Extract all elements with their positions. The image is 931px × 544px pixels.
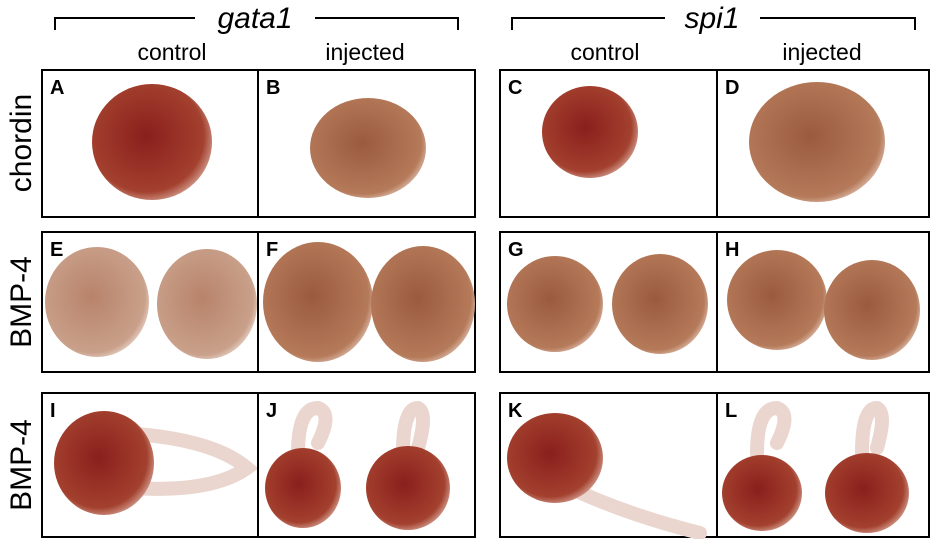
panel-letter: C bbox=[508, 77, 522, 99]
column-label: injected bbox=[325, 39, 404, 65]
row-label: BMP-4 bbox=[5, 256, 38, 348]
panel: E bbox=[41, 231, 259, 373]
panel-letter: I bbox=[50, 400, 56, 422]
row-label: chordin bbox=[5, 94, 38, 192]
embryo bbox=[310, 98, 426, 198]
embryo-tail bbox=[115, 426, 259, 496]
embryo bbox=[824, 260, 920, 360]
brackets bbox=[54, 17, 916, 30]
embryo bbox=[507, 413, 603, 503]
embryo bbox=[45, 247, 149, 357]
embryo bbox=[542, 86, 638, 178]
row-label: BMP-4 bbox=[5, 419, 38, 511]
panel: D bbox=[716, 69, 930, 218]
panel: A bbox=[41, 69, 259, 218]
embryo-tail bbox=[750, 400, 889, 460]
group-label: gata1 bbox=[217, 2, 292, 35]
panel-letter: E bbox=[50, 239, 63, 261]
panel-letter: J bbox=[266, 400, 277, 422]
panel-letter: D bbox=[725, 77, 739, 99]
panel: K bbox=[499, 392, 718, 540]
embryo bbox=[749, 82, 885, 202]
column-label: control bbox=[570, 39, 639, 65]
column-label: injected bbox=[782, 39, 861, 65]
embryo bbox=[612, 254, 708, 354]
panel-letter: G bbox=[508, 239, 524, 261]
embryo-tail bbox=[291, 400, 430, 460]
panel-letter: F bbox=[266, 239, 278, 261]
panel-letter: B bbox=[266, 77, 280, 99]
panel: B bbox=[257, 69, 476, 218]
panel: C bbox=[499, 69, 718, 218]
embryo bbox=[371, 246, 475, 362]
embryo bbox=[366, 446, 450, 530]
embryo bbox=[92, 84, 212, 200]
embryo bbox=[507, 256, 603, 352]
panel: H bbox=[716, 231, 930, 373]
embryo bbox=[265, 448, 341, 528]
embryo bbox=[722, 455, 802, 531]
panel-letter: A bbox=[50, 77, 64, 99]
panel: I bbox=[41, 392, 259, 538]
panel: J bbox=[257, 392, 476, 538]
panel-letter: K bbox=[508, 400, 523, 422]
panel: F bbox=[257, 231, 476, 373]
embryo bbox=[727, 250, 827, 350]
panel-letter: L bbox=[725, 400, 737, 422]
panel: L bbox=[716, 392, 930, 538]
panel: G bbox=[499, 231, 718, 373]
embryo bbox=[54, 411, 154, 515]
group-label: spi1 bbox=[684, 2, 739, 35]
column-label: control bbox=[137, 39, 206, 65]
embryo bbox=[825, 453, 909, 533]
panel-letter: H bbox=[725, 239, 739, 261]
embryo bbox=[263, 242, 373, 362]
embryo bbox=[157, 249, 257, 359]
